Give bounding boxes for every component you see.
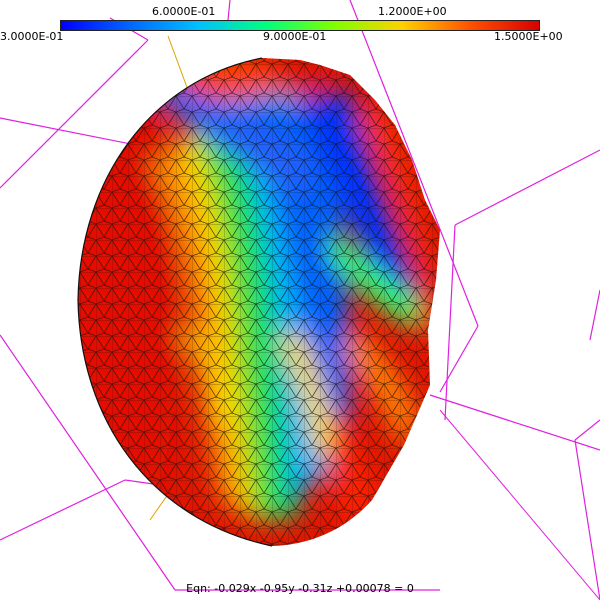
colorbar <box>60 20 540 31</box>
colorbar-tick-bottom-1: 3.0000E-01 <box>0 30 64 43</box>
dome-outline <box>77 57 273 547</box>
mesh-surface[interactable] <box>60 40 460 560</box>
plane-equation: Eqn: -0.029x -0.95y -0.31z +0.00078 = 0 <box>186 582 414 595</box>
colorbar-tick-top-1: 6.0000E-01 <box>152 5 216 18</box>
colorbar-tick-bottom-3: 1.5000E+00 <box>494 30 563 43</box>
colorbar-tick-bottom-2: 9.0000E-01 <box>263 30 327 43</box>
colorbar-tick-top-2: 1.2000E+00 <box>378 5 447 18</box>
